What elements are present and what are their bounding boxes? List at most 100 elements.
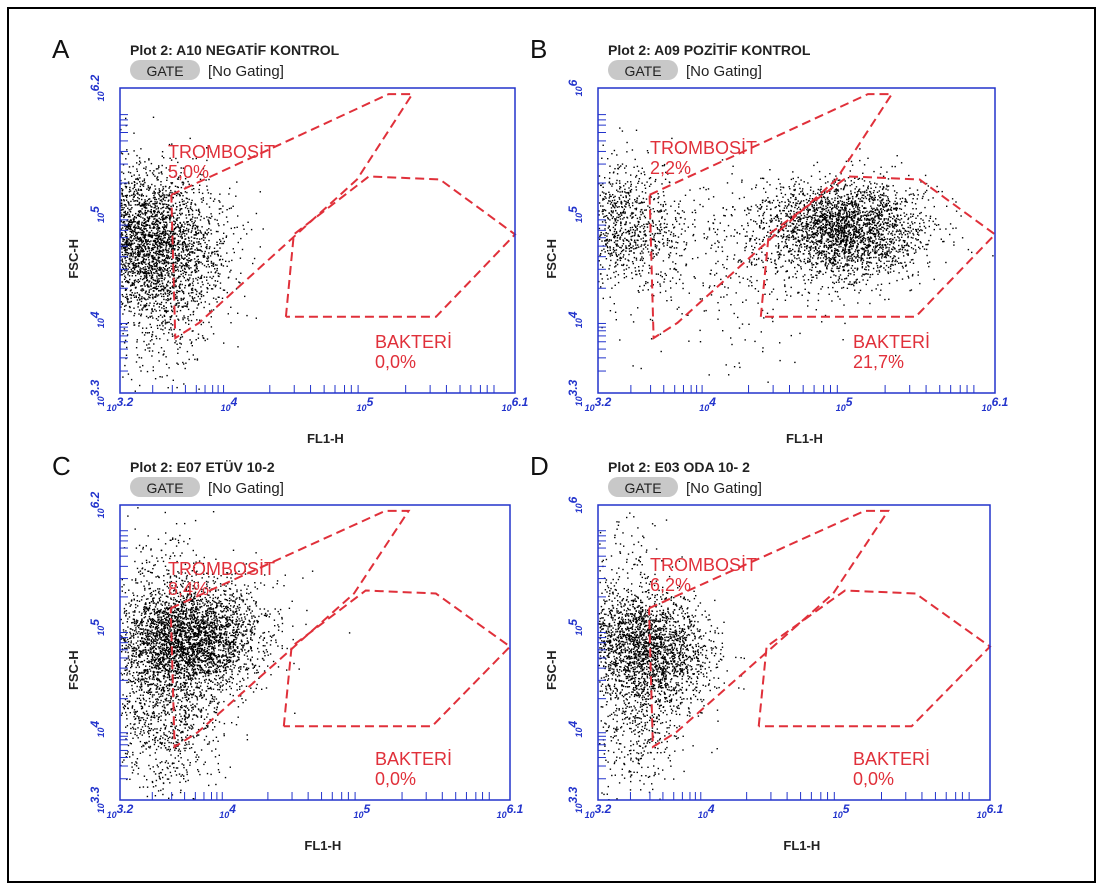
gate-button-bg — [130, 60, 200, 80]
tick-label: 105 — [836, 395, 853, 413]
plot-title: Plot 2: E07 ETÜV 10-2 — [130, 459, 275, 475]
tick-label: 104 — [88, 721, 106, 738]
tick-exponent: 4 — [88, 721, 102, 729]
tick-base: 10 — [574, 728, 584, 738]
tick-base: 10 — [219, 810, 229, 820]
gate-outline — [648, 509, 890, 749]
tick-label: 104 — [566, 311, 584, 328]
tick-base: 10 — [574, 213, 584, 223]
gate-name: TROMBOSİT — [168, 142, 275, 162]
tick-label: 105 — [566, 619, 584, 636]
tick-label: 105 — [88, 206, 106, 223]
gate-button-bg — [608, 60, 678, 80]
tick-label: 106.2 — [88, 74, 106, 101]
gate-button[interactable]: GATE — [624, 480, 661, 496]
y-axis-label: FSC-H — [544, 650, 559, 690]
tick-label: 106.1 — [977, 802, 1004, 820]
tick-label: 104 — [88, 311, 106, 328]
tick-base: 10 — [107, 810, 117, 820]
tick-exponent: 4 — [88, 311, 102, 319]
tick-exponent: 4 — [228, 802, 236, 816]
tick-base: 10 — [836, 403, 846, 413]
event-dots — [598, 127, 994, 383]
panel: A Plot 2: A10 NEGATİF KONTROL GATE [No Gati… — [52, 34, 529, 446]
gate-outline — [282, 589, 512, 728]
tick-label: 103.3 — [88, 379, 106, 406]
tick-label: 106 — [566, 79, 584, 96]
gating-status: [No Gating] — [686, 63, 762, 80]
tick-exponent: 6.1 — [512, 395, 529, 409]
tick-exponent: 4 — [707, 802, 715, 816]
tick-base: 10 — [574, 318, 584, 328]
y-axis-label: FSC-H — [66, 650, 81, 690]
tick-base: 10 — [977, 810, 987, 820]
tick-base: 10 — [96, 318, 106, 328]
gate-outline — [759, 175, 997, 318]
gate-button[interactable]: GATE — [146, 480, 183, 496]
tick-base: 10 — [96, 213, 106, 223]
tick-exponent: 5 — [843, 802, 850, 816]
gating-status: [No Gating] — [686, 480, 762, 497]
gating-status: [No Gating] — [208, 63, 284, 80]
plot-frame — [119, 504, 511, 801]
tick-exponent: 3.2 — [595, 395, 612, 409]
tick-label: 105 — [88, 619, 106, 636]
tick-base: 10 — [982, 403, 992, 413]
y-axis-label: FSC-H — [66, 239, 81, 279]
tick-base: 10 — [833, 810, 843, 820]
event-dots — [120, 507, 351, 800]
tick-label: 106.2 — [88, 491, 106, 518]
gate-button[interactable]: GATE — [624, 63, 661, 79]
gate-percent: 0,0% — [375, 352, 416, 372]
tick-exponent: 3.2 — [595, 802, 612, 816]
tick-exponent: 5 — [846, 395, 853, 409]
tick-base: 10 — [353, 810, 363, 820]
tick-base: 10 — [96, 728, 106, 738]
tick-label: 104 — [698, 802, 715, 820]
tick-base: 10 — [698, 810, 708, 820]
gate-outline — [648, 93, 894, 340]
tick-exponent: 4 — [230, 395, 238, 409]
tick-base: 10 — [96, 91, 106, 101]
tick-exponent: 5 — [566, 206, 580, 213]
tick-base: 10 — [96, 396, 106, 406]
tick-label: 106.1 — [497, 802, 524, 820]
tick-label: 105 — [353, 802, 370, 820]
tick-base: 10 — [574, 626, 584, 636]
axis-ticks — [598, 530, 970, 800]
tick-label: 106.1 — [502, 395, 529, 413]
gate-outline — [757, 589, 992, 728]
panel-letter: A — [52, 34, 70, 64]
x-axis-label: FL1-H — [786, 431, 823, 446]
gate-name: TROMBOSİT — [650, 138, 757, 158]
tick-label: 105 — [357, 395, 374, 413]
tick-label: 103.2 — [107, 395, 134, 413]
tick-exponent: 5 — [88, 206, 102, 213]
gate-button-bg — [130, 477, 200, 497]
gate-button[interactable]: GATE — [146, 63, 183, 79]
tick-exponent: 6.2 — [88, 74, 102, 91]
tick-base: 10 — [699, 403, 709, 413]
tick-label: 105 — [566, 206, 584, 223]
tick-exponent: 5 — [566, 619, 580, 626]
gate-name: TROMBOSİT — [168, 559, 275, 579]
tick-base: 10 — [574, 396, 584, 406]
tick-base: 10 — [574, 503, 584, 513]
tick-base: 10 — [96, 508, 106, 518]
gate-outline — [284, 175, 517, 318]
panel-letter: B — [530, 34, 547, 64]
tick-label: 106 — [566, 496, 584, 513]
tick-exponent: 6 — [566, 79, 580, 86]
tick-label: 103.2 — [585, 802, 612, 820]
panel-letter: D — [530, 451, 549, 481]
tick-exponent: 3.2 — [117, 802, 134, 816]
tick-exponent: 3.3 — [566, 379, 580, 396]
tick-label: 103.3 — [88, 786, 106, 813]
tick-base: 10 — [107, 403, 117, 413]
tick-base: 10 — [221, 403, 231, 413]
gate-button-bg — [608, 477, 678, 497]
plot-frame — [119, 87, 516, 394]
y-axis-label: FSC-H — [544, 239, 559, 279]
